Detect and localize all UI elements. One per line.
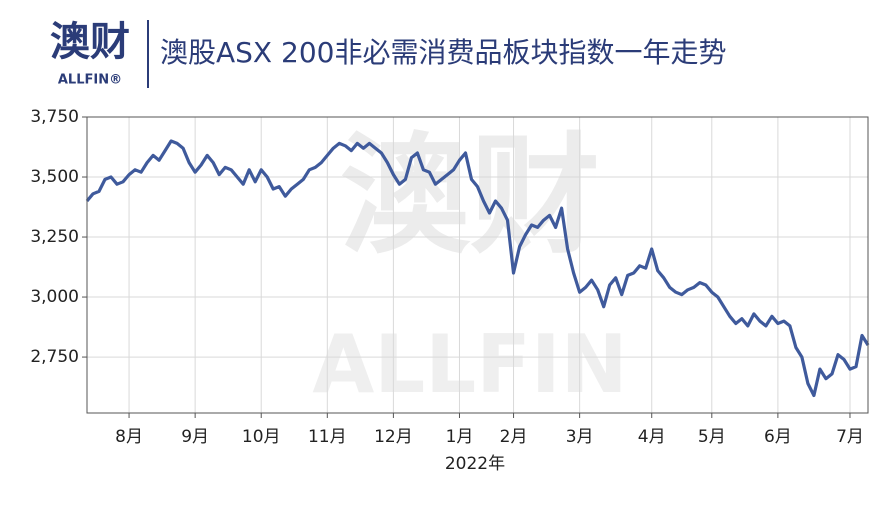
line-series xyxy=(85,139,870,398)
x-tick-label: 12月 xyxy=(374,427,413,447)
y-tick-label: 2,750 xyxy=(30,347,79,367)
x-tick-label: 8月 xyxy=(115,427,143,447)
x-tick-label: 6月 xyxy=(764,427,792,447)
x-tick-label: 7月 xyxy=(836,427,864,447)
y-tick-label: 3,500 xyxy=(30,167,79,187)
x-tick-label: 10月 xyxy=(242,427,281,447)
x-tick-label: 9月 xyxy=(181,427,209,447)
y-tick-label: 3,000 xyxy=(30,287,79,307)
x-tick-label: 2月 xyxy=(500,427,528,447)
x-axis-label: 2022年 xyxy=(445,454,505,474)
y-tick-label: 3,250 xyxy=(30,227,79,247)
plot-frame xyxy=(86,116,869,414)
x-tick-label: 11月 xyxy=(308,427,347,447)
x-tick-label: 3月 xyxy=(566,427,594,447)
logo: 澳财 xyxy=(50,19,130,65)
logo-subtext: ALLFIN® xyxy=(58,73,122,88)
x-tick-label: 4月 xyxy=(638,427,666,447)
x-tick-label: 1月 xyxy=(446,427,474,447)
y-tick-label: 3,750 xyxy=(30,107,79,127)
watermark: 澳财 xyxy=(340,120,600,272)
chart-title: 澳股ASX 200非必需消费品板块指数一年走势 xyxy=(160,36,726,69)
watermark-subtext: ALLFIN xyxy=(312,318,627,411)
x-tick-label: 5月 xyxy=(698,427,726,447)
